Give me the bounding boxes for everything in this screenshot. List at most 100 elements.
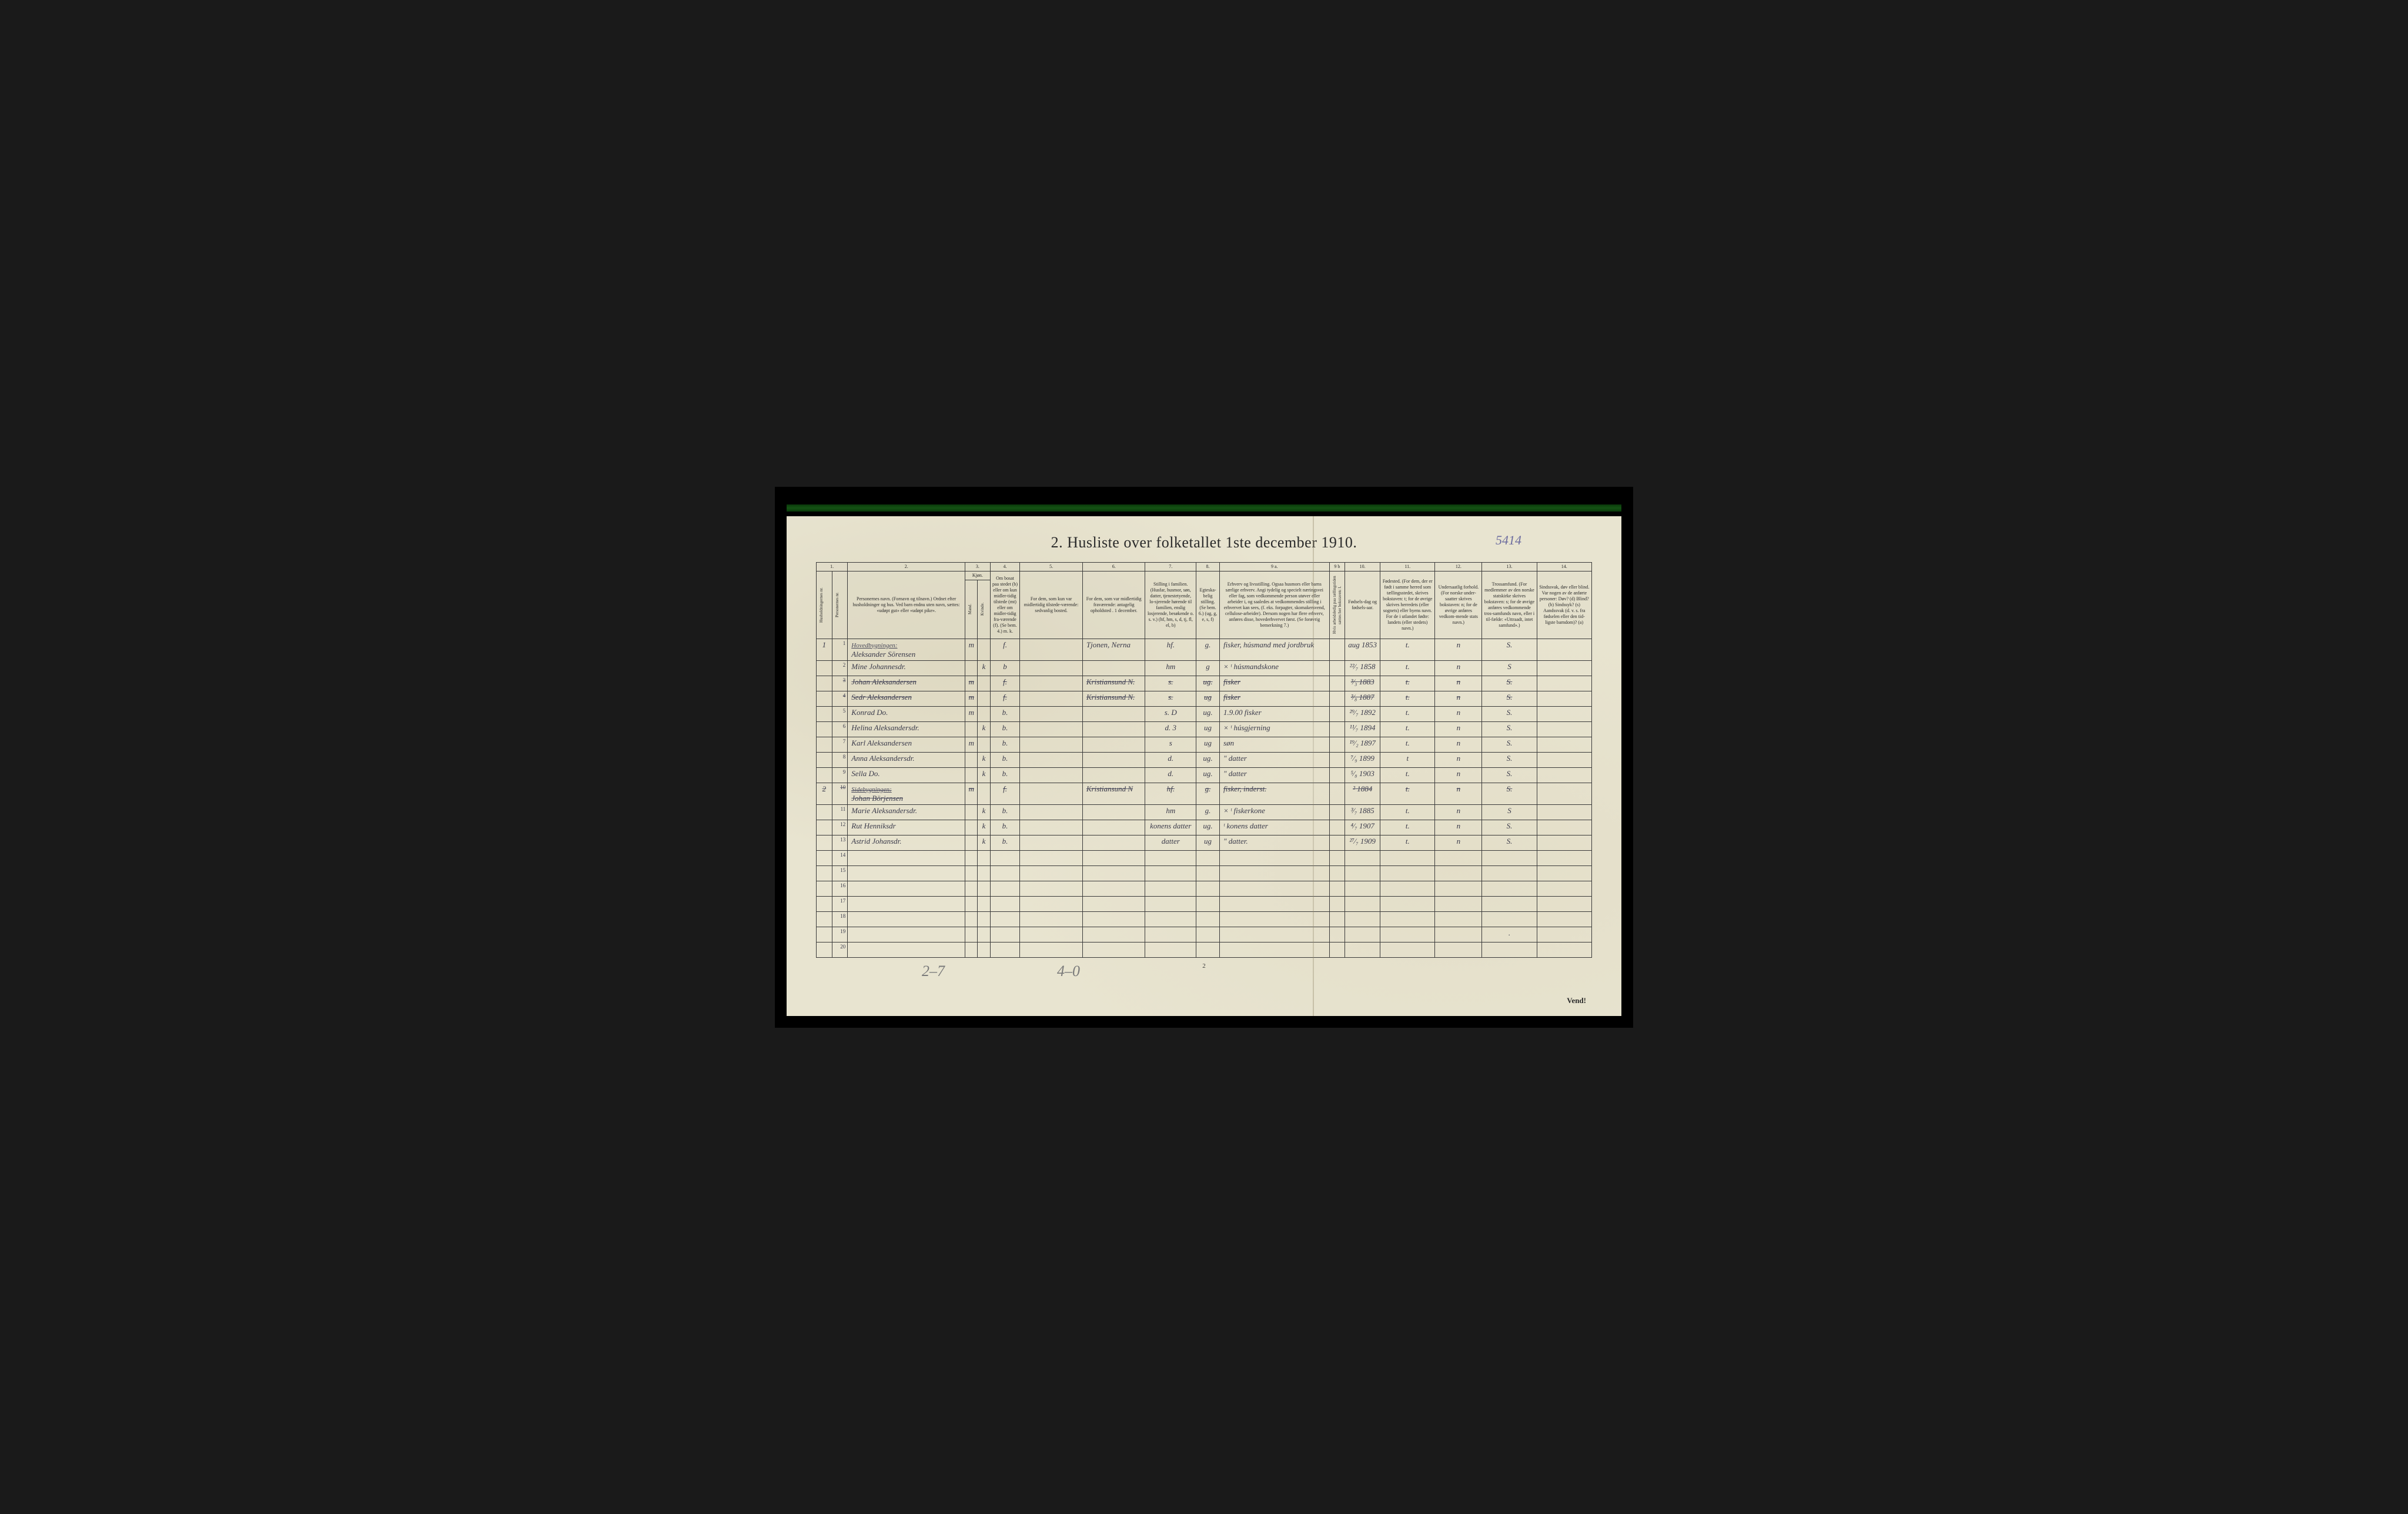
cell-marital: g. — [1196, 639, 1220, 660]
cell-presence: b. — [990, 752, 1020, 767]
table-row: 16 — [817, 881, 1592, 896]
cell-temp-residence — [1020, 896, 1083, 911]
cell-citizenship: n — [1435, 676, 1482, 691]
cell-birthplace: t. — [1380, 639, 1435, 660]
cell-sex-m — [965, 927, 978, 942]
cell-birthplace: t. — [1380, 820, 1435, 835]
cell-temp-residence — [1020, 676, 1083, 691]
cell-citizenship: n — [1435, 737, 1482, 752]
cell-person-no: 17 — [832, 896, 848, 911]
cell-household-no — [817, 942, 832, 957]
cell-sex-m — [965, 881, 978, 896]
cell-infirmity — [1537, 881, 1591, 896]
cell-religion: S. — [1482, 691, 1537, 706]
cell-sex-m — [965, 911, 978, 927]
cell-unemployed — [1329, 881, 1345, 896]
cell-religion: S. — [1482, 706, 1537, 721]
cell-birthplace: t. — [1380, 804, 1435, 820]
cell-presence — [990, 850, 1020, 865]
cell-absent-location — [1082, 881, 1145, 896]
colnum: 9 b — [1329, 562, 1345, 571]
cell-birthplace — [1380, 881, 1435, 896]
cell-religion — [1482, 865, 1537, 881]
cell-sex-m — [965, 942, 978, 957]
cell-birthplace — [1380, 850, 1435, 865]
cell-birthdate: ² 1884 — [1345, 783, 1380, 804]
cell-name: Hovedbygningen:Aleksander Sörensen — [848, 639, 965, 660]
cell-sex-k — [978, 706, 990, 721]
cell-family-position: d. — [1145, 752, 1196, 767]
header-sex: Kjøn. — [965, 571, 991, 580]
cell-absent-location — [1082, 820, 1145, 835]
cell-citizenship — [1435, 942, 1482, 957]
cell-infirmity — [1537, 783, 1591, 804]
cell-presence — [990, 865, 1020, 881]
cell-name: Rut Henniksdr — [848, 820, 965, 835]
cell-sex-m — [965, 820, 978, 835]
cell-name: Sella Do. — [848, 767, 965, 783]
cell-religion: S. — [1482, 737, 1537, 752]
cell-name — [848, 881, 965, 896]
cell-marital — [1196, 850, 1220, 865]
cell-person-no: 13 — [832, 835, 848, 850]
header-bdate: Fødsels-dag og fødsels-aar. — [1345, 571, 1380, 639]
cell-marital: ug. — [1196, 676, 1220, 691]
cell-temp-residence — [1020, 835, 1083, 850]
colnum: 6. — [1082, 562, 1145, 571]
cell-name: Johan Aleksandersen — [848, 676, 965, 691]
cell-marital: ug — [1196, 721, 1220, 737]
cell-family-position: hf. — [1145, 639, 1196, 660]
cell-household-no — [817, 691, 832, 706]
cell-person-no: 10 — [832, 783, 848, 804]
cell-infirmity — [1537, 767, 1591, 783]
cell-infirmity — [1537, 660, 1591, 676]
cell-unemployed — [1329, 835, 1345, 850]
cell-name — [848, 865, 965, 881]
table-row: 20 — [817, 942, 1592, 957]
cell-birthdate: ⁵⁄₈ 1903 — [1345, 767, 1380, 783]
cell-sex-m: m — [965, 706, 978, 721]
header-cit: Undersaatlig forhold. (For norske under-… — [1435, 571, 1482, 639]
cell-religion: S. — [1482, 721, 1537, 737]
header-hh: Husholdningernes nr. — [817, 571, 832, 639]
cell-name: Helina Aleksandersdr. — [848, 721, 965, 737]
cell-absent-location — [1082, 706, 1145, 721]
cell-sex-m — [965, 721, 978, 737]
cell-presence: f. — [990, 691, 1020, 706]
cell-person-no: 15 — [832, 865, 848, 881]
cell-religion: S. — [1482, 752, 1537, 767]
cell-birthdate — [1345, 850, 1380, 865]
cell-presence — [990, 927, 1020, 942]
cell-household-no — [817, 767, 832, 783]
cell-family-position — [1145, 850, 1196, 865]
cell-citizenship: n — [1435, 835, 1482, 850]
cell-citizenship: n — [1435, 820, 1482, 835]
cell-citizenship: n — [1435, 804, 1482, 820]
cell-citizenship — [1435, 850, 1482, 865]
cell-family-position — [1145, 896, 1196, 911]
cell-household-no: 2 — [817, 783, 832, 804]
cell-name — [848, 942, 965, 957]
cell-birthdate: ⁴⁄₇ 1907 — [1345, 820, 1380, 835]
cell-unemployed — [1329, 927, 1345, 942]
cell-temp-residence — [1020, 820, 1083, 835]
cell-citizenship — [1435, 911, 1482, 927]
cell-birthdate — [1345, 911, 1380, 927]
cell-absent-location — [1082, 835, 1145, 850]
cell-unemployed — [1329, 767, 1345, 783]
cell-infirmity — [1537, 942, 1591, 957]
colnum: 11. — [1380, 562, 1435, 571]
cell-unemployed — [1329, 850, 1345, 865]
cell-birthdate: ²⁷⁄₇ 1909 — [1345, 835, 1380, 850]
cell-birthplace — [1380, 911, 1435, 927]
header-pn: Personernes nr. — [832, 571, 848, 639]
cell-unemployed — [1329, 752, 1345, 767]
cell-sex-k — [978, 881, 990, 896]
cell-birthdate: ⁷⁄₉ 1899 — [1345, 752, 1380, 767]
cell-religion: S. — [1482, 767, 1537, 783]
cell-sex-k — [978, 942, 990, 957]
cell-birthdate: ¹⁹⁄₂ 1897 — [1345, 737, 1380, 752]
header-abs: For dem, som var midlertidig fraværende:… — [1082, 571, 1145, 639]
cell-religion — [1482, 942, 1537, 957]
cell-person-no: 16 — [832, 881, 848, 896]
